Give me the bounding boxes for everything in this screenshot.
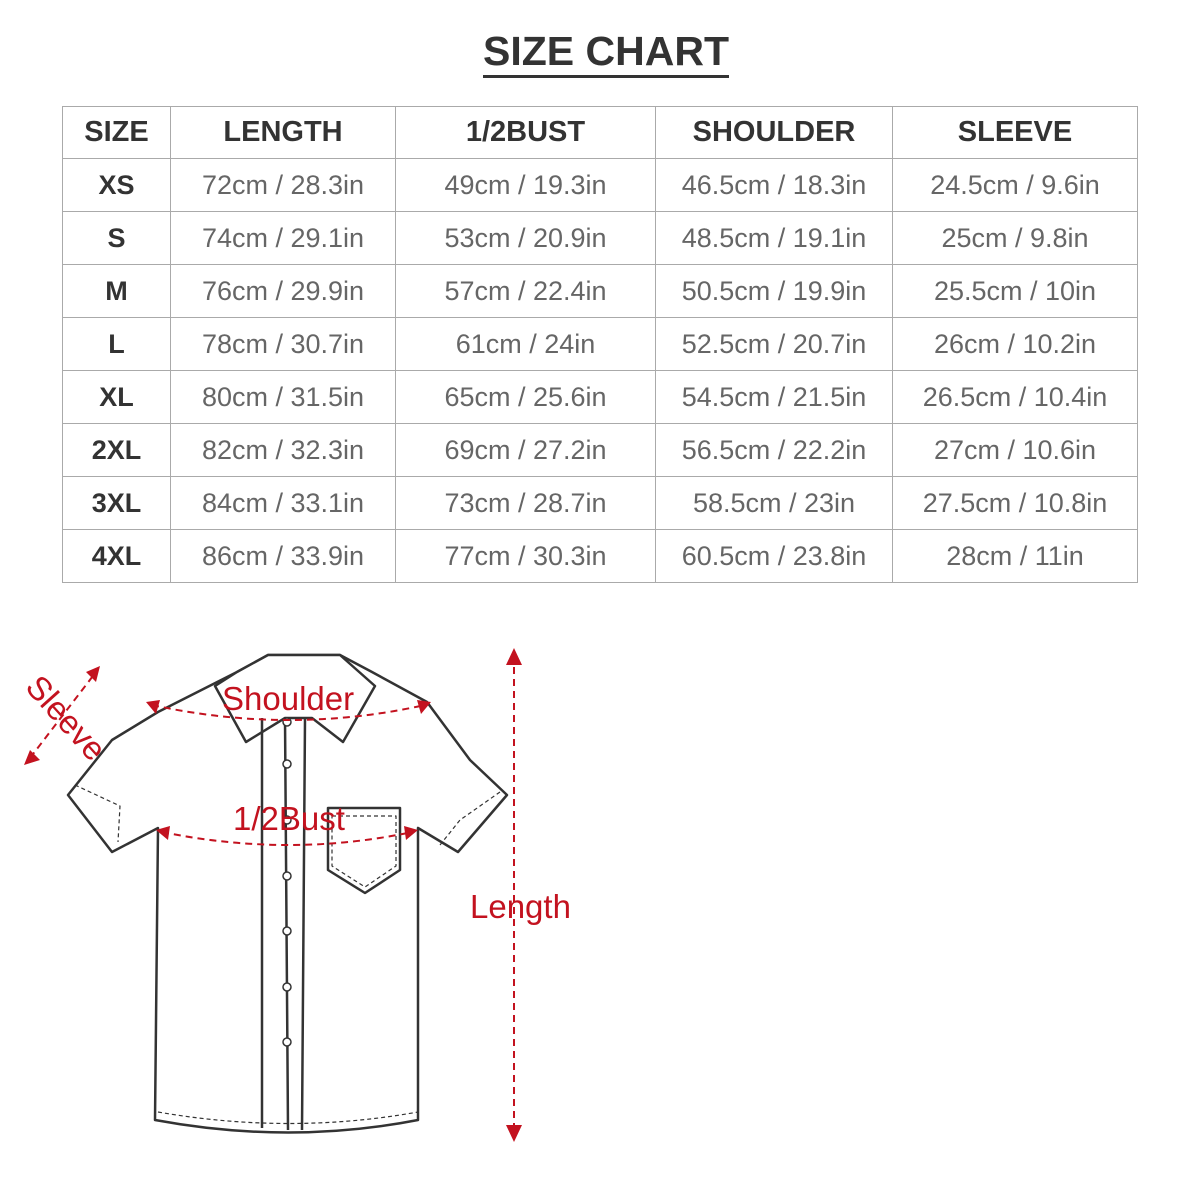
shoulder-cell: 56.5cm / 22.2in	[655, 423, 893, 477]
bust-cell: 65cm / 25.6in	[395, 370, 656, 424]
size-cell: XL	[62, 370, 171, 424]
sleeve-cell: 26cm / 10.2in	[892, 317, 1138, 371]
length-cell: 86cm / 33.9in	[170, 529, 396, 583]
shoulder-cell: 60.5cm / 23.8in	[655, 529, 893, 583]
shoulder-cell: 52.5cm / 20.7in	[655, 317, 893, 371]
shoulder-cell: 46.5cm / 18.3in	[655, 158, 893, 212]
bust-arrow	[161, 831, 413, 846]
length-cell: 84cm / 33.1in	[170, 476, 396, 530]
sleeve-cell: 27.5cm / 10.8in	[892, 476, 1138, 530]
collar	[213, 653, 377, 744]
shoulder-label: Shoulder	[222, 680, 354, 717]
sleeve-cell: 26.5cm / 10.4in	[892, 370, 1138, 424]
shoulder-cell: 48.5cm / 19.1in	[655, 211, 893, 265]
table-row: XL 80cm / 31.5in 65cm / 25.6in 54.5cm / 21.…	[62, 370, 1138, 424]
pocket	[326, 806, 402, 895]
table-row: S 74cm / 29.1in 53cm / 20.9in 48.5cm / 19.1…	[62, 211, 1138, 265]
length-label: Length	[470, 888, 571, 925]
table-row: XS 72cm / 28.3in 49cm / 19.3in 46.5cm / 18.…	[62, 158, 1138, 212]
shoulder-arrow	[151, 704, 426, 721]
bust-cell: 61cm / 24in	[395, 317, 656, 371]
bust-cell: 73cm / 28.7in	[395, 476, 656, 530]
size-table: SIZE LENGTH 1/2BUST SHOULDER SLEEVE XS 72…	[62, 106, 1138, 583]
length-cell: 72cm / 28.3in	[170, 158, 396, 212]
bust-cell: 57cm / 22.4in	[395, 264, 656, 318]
table-row: 3XL 84cm / 33.1in 73cm / 28.7in 58.5cm / 23…	[62, 476, 1138, 530]
table-row: 2XL 82cm / 32.3in 69cm / 27.2in 56.5cm / 22…	[62, 423, 1138, 477]
length-cell: 82cm / 32.3in	[170, 423, 396, 477]
header-sleeve: SLEEVE	[892, 106, 1138, 159]
shoulder-cell: 58.5cm / 23in	[655, 476, 893, 530]
size-cell: 2XL	[62, 423, 171, 477]
length-cell: 76cm / 29.9in	[170, 264, 396, 318]
sleeve-cell: 25cm / 9.8in	[892, 211, 1138, 265]
size-cell: 4XL	[62, 529, 171, 583]
sleeve-cell: 25.5cm / 10in	[892, 264, 1138, 318]
size-cell: XS	[62, 158, 171, 212]
shoulder-cell: 50.5cm / 19.9in	[655, 264, 893, 318]
bust-cell: 77cm / 30.3in	[395, 529, 656, 583]
sleeve-cell: 24.5cm / 9.6in	[892, 158, 1138, 212]
shirt-diagram: Sleeve Shoulder 1/2Bust Length	[19, 648, 571, 1142]
sleeve-cell: 28cm / 11in	[892, 529, 1138, 583]
bust-cell: 49cm / 19.3in	[395, 158, 656, 212]
size-cell: S	[62, 211, 171, 265]
size-cell: L	[62, 317, 171, 371]
length-cell: 78cm / 30.7in	[170, 317, 396, 371]
size-cell: 3XL	[62, 476, 171, 530]
bust-label: 1/2Bust	[233, 800, 345, 837]
table-row: M 76cm / 29.9in 57cm / 22.4in 50.5cm / 19.9…	[62, 264, 1138, 318]
header-size: SIZE	[62, 106, 171, 159]
length-cell: 80cm / 31.5in	[170, 370, 396, 424]
bust-cell: 53cm / 20.9in	[395, 211, 656, 265]
page-title: SIZE CHART	[0, 28, 1200, 78]
header-shoulder: SHOULDER	[655, 106, 893, 159]
header-bust: 1/2BUST	[395, 106, 656, 159]
table-header-row: SIZE LENGTH 1/2BUST SHOULDER SLEEVE	[62, 106, 1138, 159]
arrowheads	[24, 648, 522, 1142]
measurement-guides	[29, 655, 515, 1135]
length-cell: 74cm / 29.1in	[170, 211, 396, 265]
title-text: SIZE CHART	[483, 28, 729, 78]
shoulder-cell: 54.5cm / 21.5in	[655, 370, 893, 424]
bust-cell: 69cm / 27.2in	[395, 423, 656, 477]
sleeve-arrow	[29, 671, 97, 759]
header-length: LENGTH	[170, 106, 396, 159]
sleeve-cell: 27cm / 10.6in	[892, 423, 1138, 477]
table-row: 4XL 86cm / 33.9in 77cm / 30.3in 60.5cm / 23…	[62, 529, 1138, 583]
shirt-illustration	[66, 653, 509, 1134]
table-row: L 78cm / 30.7in 61cm / 24in 52.5cm / 20.7in…	[62, 317, 1138, 371]
size-cell: M	[62, 264, 171, 318]
